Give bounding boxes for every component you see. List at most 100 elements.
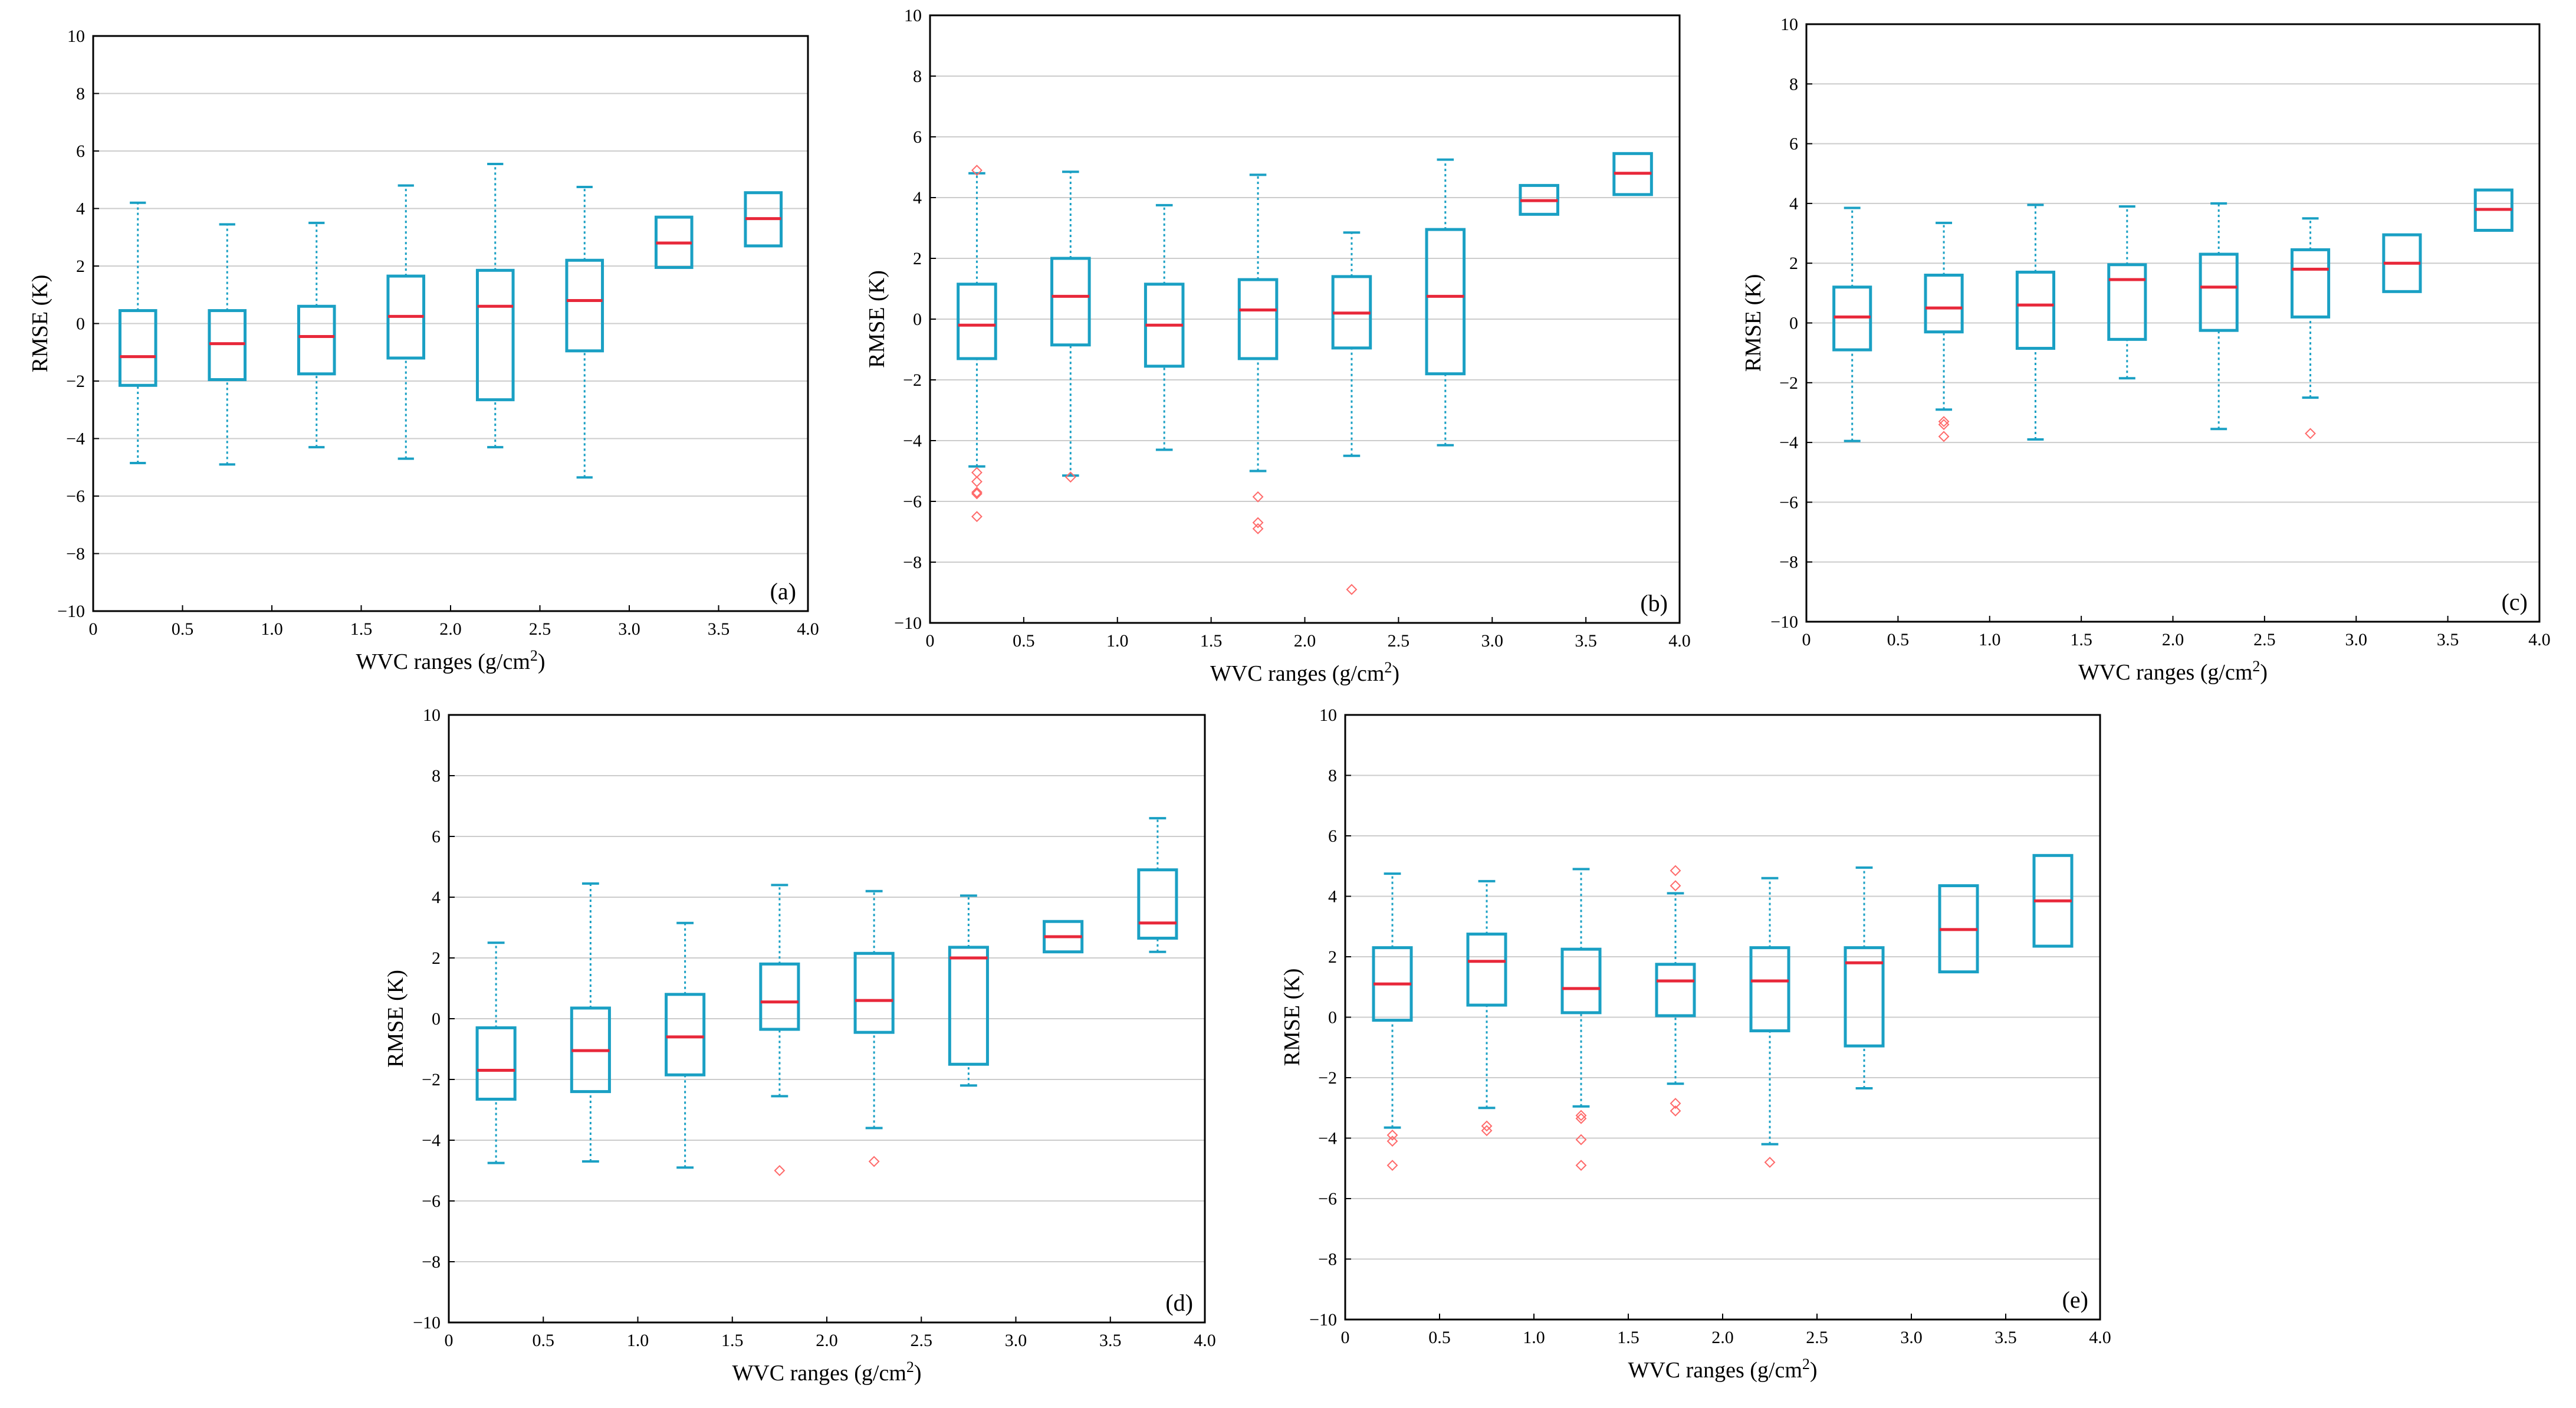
panel-label: (d) (1165, 1289, 1193, 1316)
box-6 (948, 894, 989, 1087)
box-2 (208, 223, 247, 466)
outlier-marker (1481, 1120, 1493, 1132)
plot-frame (929, 14, 1681, 624)
x-tick-label: 4.0 (2089, 1328, 2111, 1347)
outlier-marker (1938, 431, 1950, 442)
x-tick-label: 1.0 (1979, 630, 2001, 649)
box-3 (297, 221, 336, 449)
y-tick-label: 4 (1328, 887, 1337, 907)
x-tick-label: 4.0 (1194, 1331, 1216, 1350)
y-tick-label: 2 (76, 257, 85, 276)
y-tick-label: −6 (1318, 1189, 1337, 1209)
panel-label: (b) (1640, 590, 1668, 616)
y-tick-label: −2 (66, 372, 85, 391)
y-tick-label: 2 (1328, 947, 1337, 967)
x-tick-label: 1.0 (261, 619, 283, 639)
box-8 (2473, 188, 2513, 232)
y-tick-label: 0 (913, 310, 922, 329)
outlier-marker (971, 511, 983, 523)
outlier-marker (1575, 1110, 1587, 1121)
x-tick-label: 3.5 (2437, 630, 2459, 649)
x-tick-label: 0.5 (1887, 630, 1910, 649)
plot-frame (92, 35, 809, 612)
box-3 (2015, 204, 2056, 441)
box-1 (1832, 206, 1872, 442)
y-tick-label: −8 (66, 544, 85, 564)
outlier-marker (971, 476, 983, 487)
outlier-marker (971, 488, 983, 500)
y-tick-label: 8 (1328, 766, 1337, 786)
panel-label: (c) (2502, 589, 2528, 615)
y-tick-label: −2 (903, 370, 922, 390)
outlier-marker (1252, 517, 1264, 529)
outlier-marker (971, 165, 983, 176)
outlier-marker (1386, 1160, 1398, 1171)
x-tick-label: 2.0 (2162, 630, 2184, 649)
panel-a: −10 −8 −6 −4 −2 0 2 4 6 8 10 0 0.5 1.0 1.5 2.0 2.5 3.0 3.5… (28, 27, 819, 674)
box-3 (1560, 868, 1602, 1171)
y-tick-label: 0 (1789, 314, 1798, 333)
y-tick-label: −4 (66, 429, 85, 449)
outlier-marker (1575, 1134, 1587, 1146)
x-tick-label: 2.0 (1711, 1328, 1734, 1347)
iqr-box (1560, 947, 1602, 1015)
x-tick-label: 2.5 (1388, 631, 1410, 651)
iqr-box (1655, 963, 1696, 1018)
y-tick-label: 6 (432, 827, 441, 846)
x-tick-label: 3.0 (1900, 1328, 1923, 1347)
x-axis-label: WVC ranges (g/cm2) (1210, 659, 1399, 686)
box-7 (654, 215, 694, 269)
y-tick-label: 6 (1328, 826, 1337, 846)
iqr-box (2199, 252, 2239, 332)
y-tick-label: 6 (1789, 134, 1798, 154)
y-tick-label: 10 (67, 27, 85, 46)
iqr-box (1137, 868, 1178, 940)
x-tick-label: 0.5 (1428, 1328, 1451, 1347)
plot-frame (448, 714, 1206, 1324)
box-8 (744, 191, 783, 248)
y-tick-label: 6 (913, 127, 922, 147)
y-tick-label: −8 (1318, 1250, 1337, 1269)
y-tick-label: −10 (1770, 612, 1798, 632)
x-tick-label: 4.0 (797, 619, 819, 639)
box-6 (1844, 866, 1885, 1089)
plot-frame (1805, 23, 2541, 623)
x-tick-label: 2.5 (911, 1331, 933, 1350)
x-axis-label: WVC ranges (g/cm2) (2078, 658, 2268, 685)
y-tick-label: −4 (1318, 1129, 1337, 1148)
y-tick-label: 10 (1780, 15, 1798, 34)
y-tick-label: −2 (1779, 373, 1798, 393)
y-tick-label: −4 (422, 1131, 441, 1150)
iqr-box (475, 1026, 517, 1101)
box-2 (1924, 221, 1964, 442)
x-tick-label: 2.5 (2253, 630, 2276, 649)
box-3 (1144, 204, 1185, 451)
iqr-box (759, 962, 800, 1031)
x-tick-label: 2.5 (529, 619, 551, 639)
box-7 (1938, 884, 1979, 974)
box-8 (1612, 152, 1653, 196)
outlier-marker (971, 467, 983, 478)
outlier-marker (774, 1165, 786, 1176)
y-tick-label: 8 (1789, 74, 1798, 94)
y-tick-label: 2 (1789, 254, 1798, 273)
x-tick-label: 3.0 (1005, 1331, 1027, 1350)
y-tick-label: 6 (76, 142, 85, 161)
iqr-box (475, 268, 515, 402)
x-tick-label: 0 (926, 631, 935, 651)
y-tick-label: 8 (432, 766, 441, 786)
box-5 (1331, 231, 1372, 595)
x-tick-label: 3.0 (2345, 630, 2368, 649)
outlier-marker (1764, 1157, 1776, 1168)
box-6 (565, 185, 604, 479)
y-tick-label: −2 (1318, 1068, 1337, 1088)
y-tick-label: 8 (76, 84, 85, 104)
x-tick-label: 0 (445, 1331, 454, 1350)
y-tick-label: −4 (903, 431, 922, 451)
x-tick-label: 2.5 (1806, 1328, 1828, 1347)
box-7 (1043, 920, 1084, 954)
y-tick-label: −6 (66, 487, 85, 506)
outlier-marker (1575, 1160, 1587, 1171)
outlier-marker (1670, 880, 1681, 891)
x-tick-label: 1.0 (627, 1331, 649, 1350)
